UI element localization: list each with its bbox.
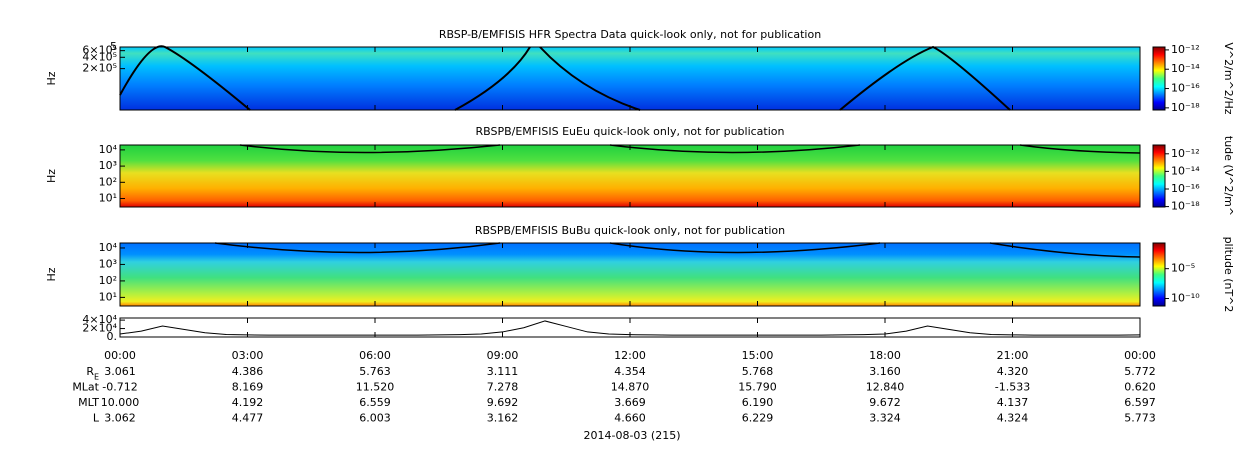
colorbar-tick-label: 10⁻¹⁴ bbox=[1171, 164, 1200, 177]
colorbar-tick-label: 10⁻¹⁸ bbox=[1171, 101, 1200, 114]
ephemeris-value: 0.620 bbox=[1124, 381, 1156, 394]
ephemeris-value: 4.477 bbox=[232, 412, 264, 425]
ephemeris-value: 10.000 bbox=[101, 396, 140, 409]
ephemeris-value: 4.192 bbox=[232, 396, 264, 409]
ephemeris-value: 3.061 bbox=[104, 365, 136, 378]
colorbar bbox=[1152, 46, 1166, 111]
spectrogram-image bbox=[120, 243, 1140, 306]
x-tick-label: 06:00 bbox=[359, 349, 391, 362]
colorbar bbox=[1152, 144, 1166, 208]
panel-title: RBSPB/EMFISIS BuBu quick-look only, not … bbox=[475, 224, 785, 237]
y-axis-label: Hz bbox=[45, 267, 58, 281]
y-tick-label: 2×10⁵ bbox=[82, 62, 117, 75]
ephemeris-value: 6.190 bbox=[742, 396, 774, 409]
y-tick-label: 10⁴ bbox=[99, 143, 118, 156]
ephemeris-value: 4.137 bbox=[997, 396, 1029, 409]
ephemeris-value: 5.768 bbox=[742, 365, 774, 378]
ephemeris-value: 4.386 bbox=[232, 365, 264, 378]
colorbar-label: tude (V^2/m^ bbox=[1222, 136, 1235, 216]
ephemeris-value: 3.324 bbox=[869, 412, 901, 425]
ephemeris-value: 6.597 bbox=[1124, 396, 1156, 409]
colorbar-tick-label: 10⁻¹² bbox=[1171, 43, 1200, 56]
x-tick-label: 21:00 bbox=[997, 349, 1029, 362]
ephemeris-value: 5.773 bbox=[1124, 412, 1156, 425]
spectrogram-image bbox=[120, 145, 1140, 207]
ephemeris-value: 4.320 bbox=[997, 365, 1029, 378]
x-tick-label: 03:00 bbox=[232, 349, 264, 362]
y-tick-label: 10³ bbox=[99, 257, 117, 270]
ephemeris-value: -0.712 bbox=[102, 381, 137, 394]
y-tick-label: 10⁴ bbox=[99, 241, 118, 254]
ephemeris-value: 15.790 bbox=[738, 381, 777, 394]
colorbar-tick-label: 10⁻¹⁸ bbox=[1171, 200, 1200, 213]
colorbar-tick-label: 10⁻¹⁰ bbox=[1171, 292, 1200, 305]
ephemeris-value: 4.324 bbox=[997, 412, 1029, 425]
ephemeris-value: 3.162 bbox=[487, 412, 519, 425]
ephemeris-value: 4.660 bbox=[614, 412, 646, 425]
x-tick-label: 00:00 bbox=[1124, 349, 1156, 362]
ephemeris-value: 3.062 bbox=[104, 412, 136, 425]
y-tick-label: 6×10⁵ bbox=[82, 44, 117, 57]
colorbar-tick-label: 10⁻¹⁶ bbox=[1171, 82, 1200, 95]
colorbar-tick-label: 10⁻⁵ bbox=[1171, 262, 1195, 275]
y-tick-label: 10² bbox=[99, 274, 117, 287]
x-tick-label: 12:00 bbox=[614, 349, 646, 362]
ephemeris-value: 4.354 bbox=[614, 365, 646, 378]
gyrofrequency-curve bbox=[239, 144, 1141, 154]
x-tick-label: 18:00 bbox=[869, 349, 901, 362]
ephemeris-value: 12.840 bbox=[866, 381, 905, 394]
row-label-subscript: E bbox=[94, 373, 99, 382]
ephemeris-value: 14.870 bbox=[611, 381, 650, 394]
row-label: L bbox=[93, 412, 100, 425]
y-axis-label: Hz bbox=[45, 71, 58, 85]
colorbar bbox=[1152, 242, 1166, 307]
y-tick-label: 10² bbox=[99, 175, 117, 188]
panel-title: RBSPB/EMFISIS EuEu quick-look only, not … bbox=[475, 125, 784, 138]
spectrogram-image bbox=[120, 47, 1140, 110]
panel-title: RBSP-B/EMFISIS HFR Spectra Data quick-lo… bbox=[439, 28, 821, 41]
ephemeris-value: 3.669 bbox=[614, 396, 646, 409]
gyrofrequency-curve bbox=[214, 242, 1141, 258]
ephemeris-value: 6.003 bbox=[359, 412, 391, 425]
ephemeris-value: 7.278 bbox=[487, 381, 519, 394]
x-tick-label: 09:00 bbox=[487, 349, 519, 362]
ephemeris-value: 6.229 bbox=[742, 412, 774, 425]
colorbar-label: V^2/m^2/Hz bbox=[1222, 42, 1235, 114]
row-label: MLat bbox=[72, 381, 99, 394]
ephemeris-value: 11.520 bbox=[356, 381, 395, 394]
y-tick-label: 4×10⁵ bbox=[82, 50, 117, 63]
ephemeris-value: 3.160 bbox=[869, 365, 901, 378]
x-tick-label: 15:00 bbox=[742, 349, 774, 362]
ephemeris-value: 5.763 bbox=[359, 365, 391, 378]
ephemeris-value: -1.533 bbox=[995, 381, 1030, 394]
data-line bbox=[119, 320, 1141, 336]
y-tick-label: 0. bbox=[107, 330, 118, 343]
ephemeris-value: 6.559 bbox=[359, 396, 391, 409]
colorbar-tick-label: 10⁻¹⁴ bbox=[1171, 62, 1200, 75]
row-label: R bbox=[86, 365, 94, 378]
y-tick-label: 10³ bbox=[99, 159, 117, 172]
y-tick-label: 5 bbox=[110, 40, 117, 53]
x-tick-label: 00:00 bbox=[104, 349, 136, 362]
colorbar-label: plitude (nT^2 bbox=[1222, 237, 1235, 313]
ephemeris-value: 5.772 bbox=[1124, 365, 1156, 378]
row-label: MLT bbox=[78, 396, 99, 409]
colorbar-tick-label: 10⁻¹⁶ bbox=[1171, 182, 1200, 195]
y-tick-label: 10¹ bbox=[99, 290, 117, 303]
y-tick-label: 4×10⁴ bbox=[82, 313, 117, 326]
date-label: 2014-08-03 (215) bbox=[583, 429, 680, 442]
ephemeris-value: 3.111 bbox=[487, 365, 519, 378]
y-tick-label: 2×10⁴ bbox=[82, 322, 117, 335]
y-axis-label: Hz bbox=[45, 169, 58, 183]
ephemeris-value: 9.692 bbox=[487, 396, 519, 409]
ephemeris-value: 8.169 bbox=[232, 381, 264, 394]
ephemeris-value: 9.672 bbox=[869, 396, 901, 409]
y-tick-label: 10¹ bbox=[99, 192, 117, 205]
colorbar-tick-label: 10⁻¹² bbox=[1171, 147, 1200, 160]
